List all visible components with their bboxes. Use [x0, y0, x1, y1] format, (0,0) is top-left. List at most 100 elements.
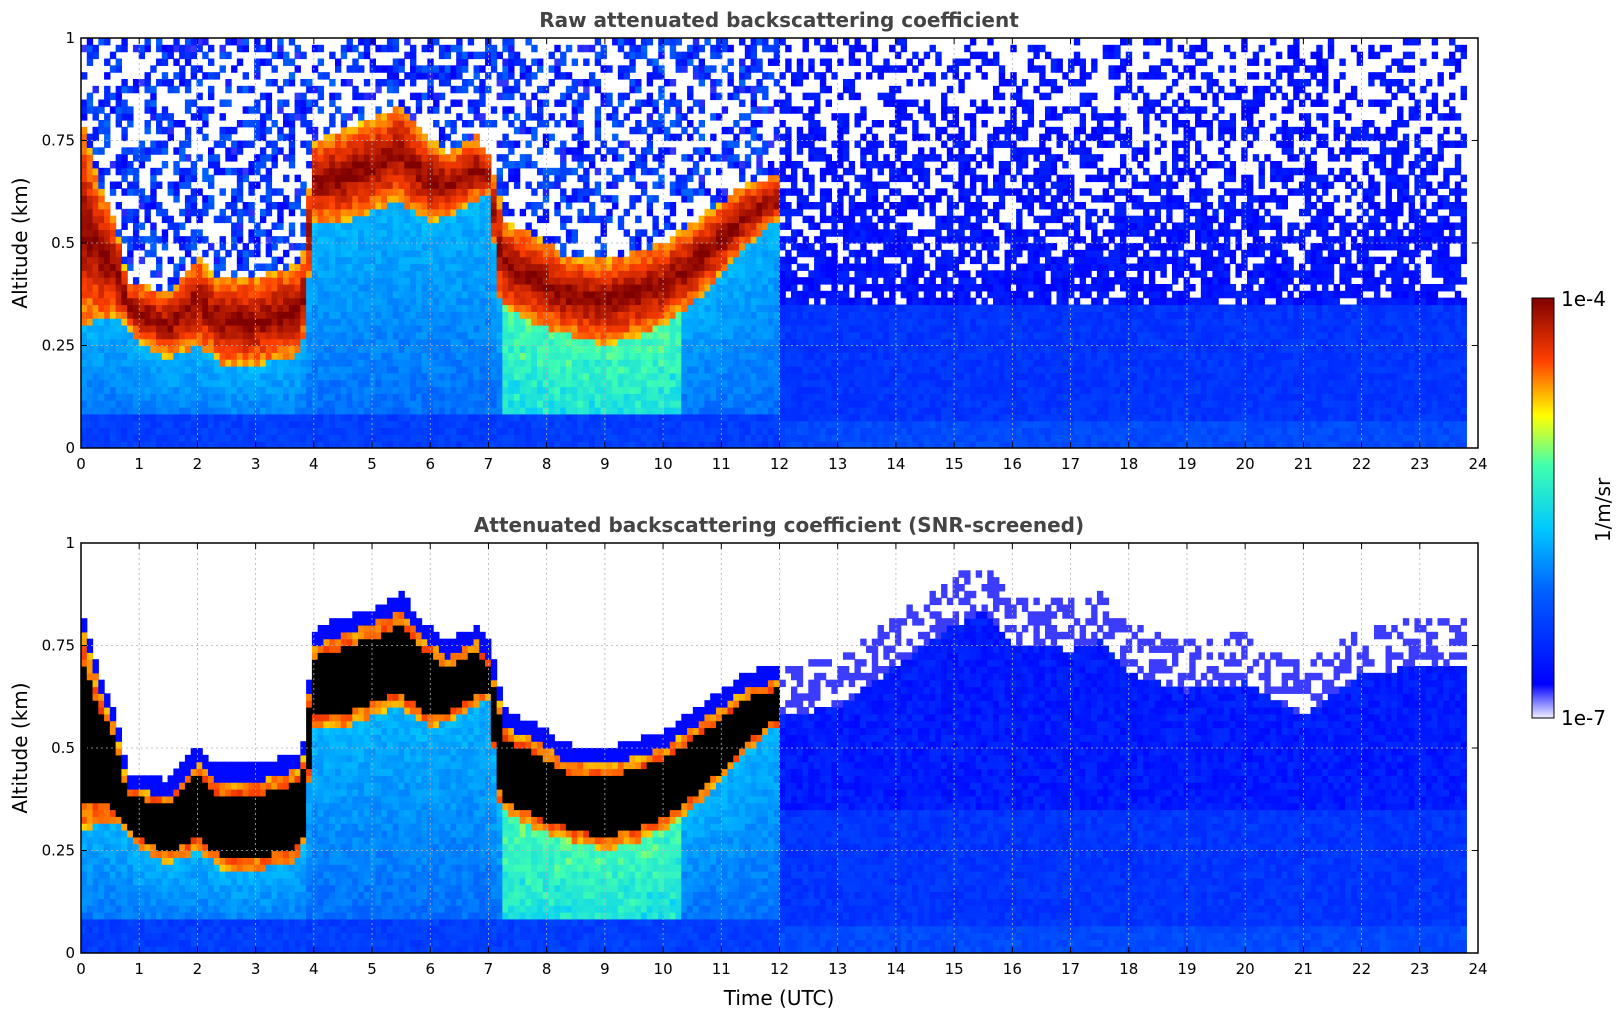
heatmap-cell — [294, 243, 301, 251]
heatmap-cell — [496, 379, 503, 388]
heatmap-cell — [444, 427, 452, 435]
heatmap-cell — [294, 407, 301, 415]
heatmap-cell — [427, 208, 434, 217]
heatmap-cell — [265, 167, 273, 176]
heatmap-cell — [681, 181, 688, 189]
heatmap-cell — [213, 215, 221, 224]
heatmap-cell — [242, 386, 249, 394]
heatmap-cell — [300, 407, 307, 415]
heatmap-cell — [184, 167, 192, 176]
heatmap-cell — [121, 420, 128, 429]
heatmap-cell — [617, 92, 625, 101]
heatmap-cell — [92, 202, 99, 210]
heatmap-cell — [81, 359, 88, 367]
heatmap-cell — [508, 420, 515, 429]
heatmap-cell — [98, 441, 105, 448]
heatmap-cell — [675, 188, 682, 196]
heatmap-cell — [571, 79, 579, 87]
heatmap-cell — [375, 65, 382, 73]
heatmap-cell — [300, 352, 307, 360]
heatmap-cell — [207, 85, 215, 94]
heatmap-cell — [202, 113, 209, 121]
heatmap-cell — [496, 236, 503, 244]
heatmap-cell — [346, 181, 353, 189]
heatmap-cell — [427, 407, 434, 415]
heatmap-cell — [450, 167, 457, 176]
heatmap-cell — [565, 167, 573, 176]
heatmap-cell — [594, 290, 602, 299]
heatmap-cell — [675, 38, 682, 46]
heatmap-cell — [444, 161, 452, 169]
heatmap-cell — [213, 325, 221, 333]
heatmap-cell — [392, 174, 400, 183]
heatmap-cell — [381, 407, 388, 415]
heatmap-cell — [687, 386, 694, 394]
heatmap-cell — [415, 222, 423, 230]
heatmap-cell — [161, 345, 169, 353]
heatmap-cell — [283, 270, 290, 278]
heatmap-cell — [104, 99, 111, 107]
heatmap-cell — [571, 133, 579, 142]
heatmap-cell — [294, 290, 301, 299]
heatmap-cell — [542, 331, 550, 340]
heatmap-cell — [606, 263, 613, 271]
heatmap-cell — [687, 413, 694, 422]
heatmap-cell — [444, 284, 452, 292]
heatmap-cell — [231, 400, 238, 408]
heatmap-cell — [121, 85, 128, 94]
heatmap-cell — [161, 236, 169, 244]
heatmap-cell — [617, 379, 625, 388]
heatmap-cell — [398, 229, 405, 237]
heatmap-cell — [86, 229, 94, 237]
heatmap-cell — [104, 167, 111, 176]
heatmap-cell — [121, 427, 128, 435]
heatmap-cell — [519, 400, 527, 408]
heatmap-cell — [207, 243, 215, 251]
heatmap-cell — [254, 236, 261, 244]
heatmap-cell — [323, 441, 330, 448]
heatmap-cell — [444, 386, 452, 394]
heatmap-cell — [98, 181, 105, 189]
heatmap-cell — [358, 188, 365, 196]
heatmap-cell — [144, 284, 151, 292]
heatmap-cell — [150, 65, 157, 73]
heatmap-cell — [138, 51, 146, 60]
heatmap-cell — [560, 345, 567, 353]
heatmap-cell — [161, 420, 169, 429]
heatmap-cell — [86, 99, 94, 107]
heatmap-cell — [404, 407, 411, 415]
heatmap-cell — [248, 338, 255, 347]
heatmap-cell — [311, 222, 319, 230]
heatmap-cell — [161, 113, 169, 121]
heatmap-cell — [658, 441, 665, 448]
heatmap-cell — [173, 236, 180, 244]
heatmap-cell — [577, 99, 584, 107]
heatmap-cell — [340, 236, 348, 244]
heatmap-cell — [577, 290, 584, 299]
heatmap-cell — [640, 249, 648, 258]
heatmap-cell — [392, 297, 400, 306]
heatmap-cell — [184, 304, 192, 312]
heatmap-cell — [675, 338, 682, 347]
heatmap-cell — [127, 345, 134, 353]
heatmap-cell — [467, 311, 475, 319]
heatmap-cell — [508, 372, 515, 381]
heatmap-cell — [612, 427, 619, 435]
heatmap-cell — [664, 304, 671, 312]
heatmap-cell — [410, 441, 417, 448]
heatmap-cell — [369, 441, 376, 448]
heatmap-cell — [283, 174, 290, 183]
heatmap-cell — [629, 420, 636, 429]
heatmap-cell — [306, 393, 313, 401]
heatmap-cell — [173, 352, 180, 360]
heatmap-cell — [132, 174, 140, 183]
heatmap-cell — [629, 290, 636, 299]
heatmap-cell — [138, 161, 146, 169]
heatmap-cell — [231, 222, 238, 230]
heatmap-cell — [115, 441, 122, 448]
heatmap-cell — [410, 400, 417, 408]
heatmap-cell — [358, 161, 365, 169]
heatmap-cell — [594, 407, 602, 415]
heatmap-cell — [236, 420, 244, 429]
heatmap-cell — [519, 318, 527, 326]
